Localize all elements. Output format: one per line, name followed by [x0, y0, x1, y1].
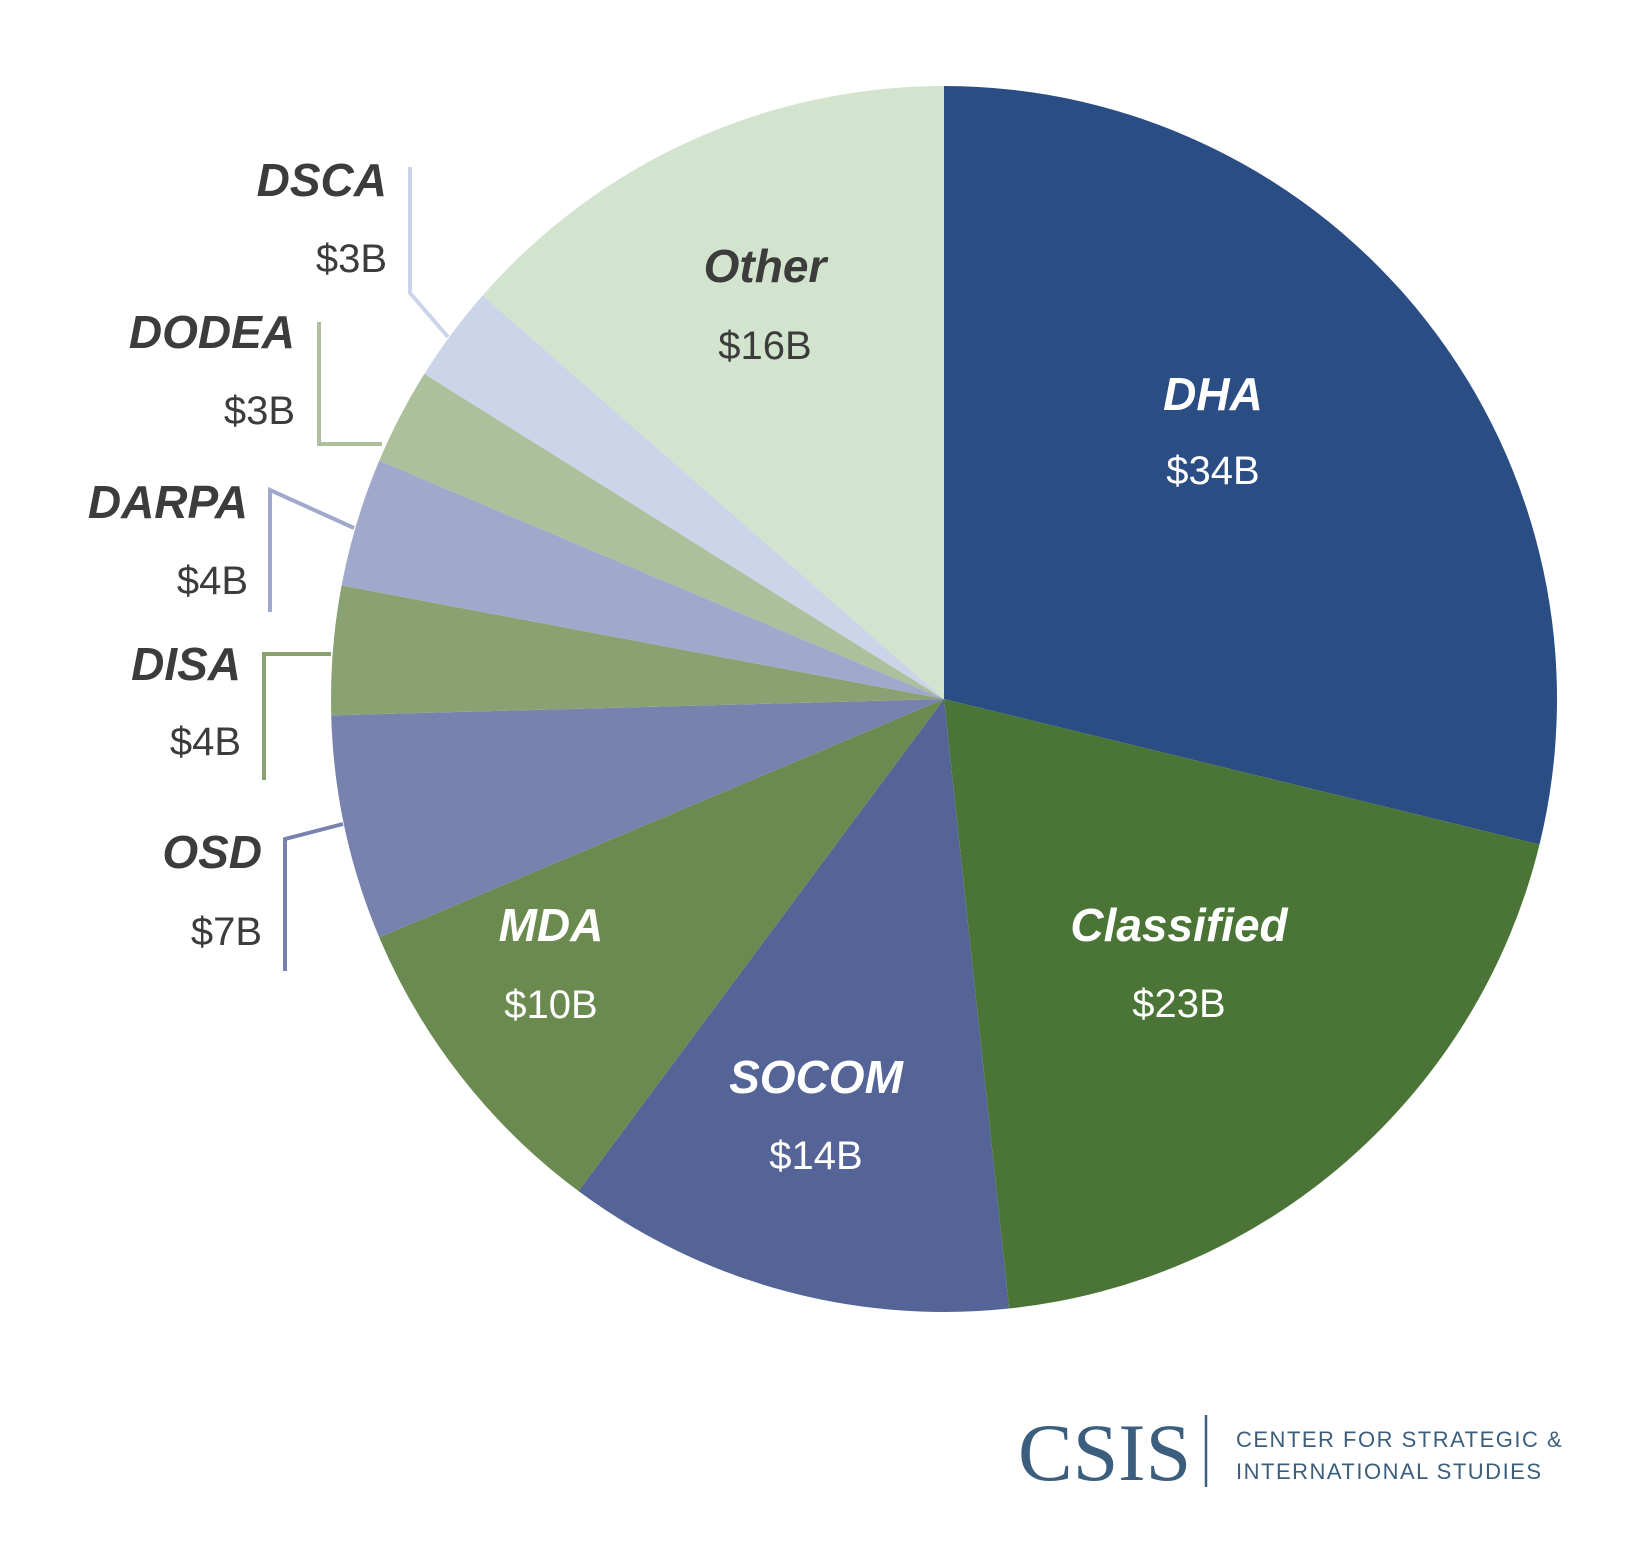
slice-label-classified: Classified — [1070, 899, 1288, 951]
slice-value-disa: $4B — [170, 720, 241, 764]
slice-label-mda: MDA — [499, 899, 604, 951]
leader-line-darpa — [268, 486, 355, 612]
leader-line-dodea — [317, 322, 382, 446]
slice-value-osd: $7B — [191, 910, 262, 954]
slice-value-classified: $23B — [1132, 982, 1225, 1026]
leader-line-osd — [283, 822, 344, 971]
slice-label-dsca: DSCA — [257, 154, 387, 206]
csis-logo: CSIS CENTER FOR STRATEGIC & INTERNATIONA… — [1018, 1407, 1563, 1498]
slice-value-other: $16B — [718, 324, 811, 368]
slice-value-dsca: $3B — [316, 237, 387, 281]
pie-slice-disa — [331, 585, 944, 716]
slice-value-mda: $10B — [504, 983, 597, 1027]
slice-label-other: Other — [704, 240, 829, 292]
logo-line2: INTERNATIONAL STUDIES — [1236, 1459, 1543, 1484]
slice-label-socom: SOCOM — [729, 1051, 904, 1103]
pie-slice-socom — [578, 699, 1010, 1312]
logo-line1: CENTER FOR STRATEGIC & — [1236, 1427, 1563, 1452]
logo-main: CSIS — [1018, 1407, 1191, 1498]
pie-slice-dodea — [379, 373, 945, 699]
pie-slice-classified — [944, 699, 1540, 1309]
pie-slice-dha — [944, 86, 1558, 845]
slice-value-darpa: $4B — [177, 559, 248, 603]
slice-label-dodea: DODEA — [129, 306, 295, 358]
pie-slice-osd — [331, 699, 944, 938]
slice-value-dha: $34B — [1166, 449, 1259, 493]
leader-line-dsca — [408, 167, 450, 339]
pie-slice-other — [482, 86, 944, 699]
slice-value-socom: $14B — [769, 1134, 862, 1178]
leader-line-disa — [262, 652, 331, 780]
pie-slice-dsca — [424, 295, 944, 699]
slice-label-darpa: DARPA — [88, 476, 248, 528]
pie-slice-mda — [379, 699, 945, 1192]
slice-label-osd: OSD — [162, 826, 262, 878]
slice-label-dha: DHA — [1163, 368, 1263, 420]
slice-value-dodea: $3B — [224, 389, 295, 433]
slice-label-disa: DISA — [131, 638, 241, 690]
pie-slice-darpa — [341, 460, 944, 699]
